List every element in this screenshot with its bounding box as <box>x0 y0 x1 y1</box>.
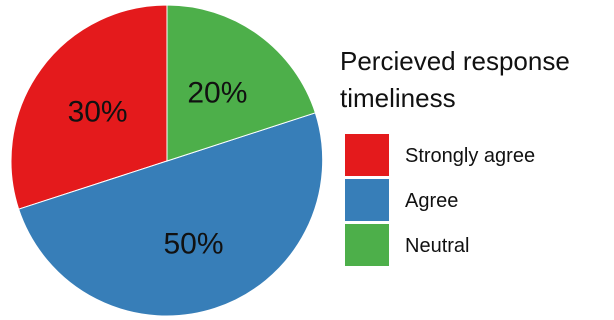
pie-slice-label-neutral: 20% <box>187 77 247 110</box>
pie-slices <box>10 4 324 317</box>
legend-swatch-neutral <box>345 224 389 266</box>
pie-slice-label-agree: 50% <box>163 228 223 261</box>
pie-slice-neutral <box>166 4 316 162</box>
pie-slice-label-strongly-agree: 30% <box>68 96 128 129</box>
legend-label-agree: Agree <box>405 190 458 212</box>
legend-title-line-1: Percieved response <box>340 46 570 76</box>
legend-label-neutral: Neutral <box>405 235 469 257</box>
pie-slice-strongly-agree <box>10 4 168 210</box>
legend-items: Strongly agree Agree Neutral <box>345 134 535 266</box>
legend-swatch-agree <box>345 179 389 221</box>
pie-slice-labels: 30% 50% 20% <box>68 77 248 261</box>
legend: Percieved response timeliness Strongly a… <box>340 46 570 266</box>
legend-swatch-strongly-agree <box>345 134 389 176</box>
legend-title-line-2: timeliness <box>340 83 456 113</box>
pie-slice-agree <box>18 112 324 317</box>
legend-label-strongly-agree: Strongly agree <box>405 145 535 167</box>
